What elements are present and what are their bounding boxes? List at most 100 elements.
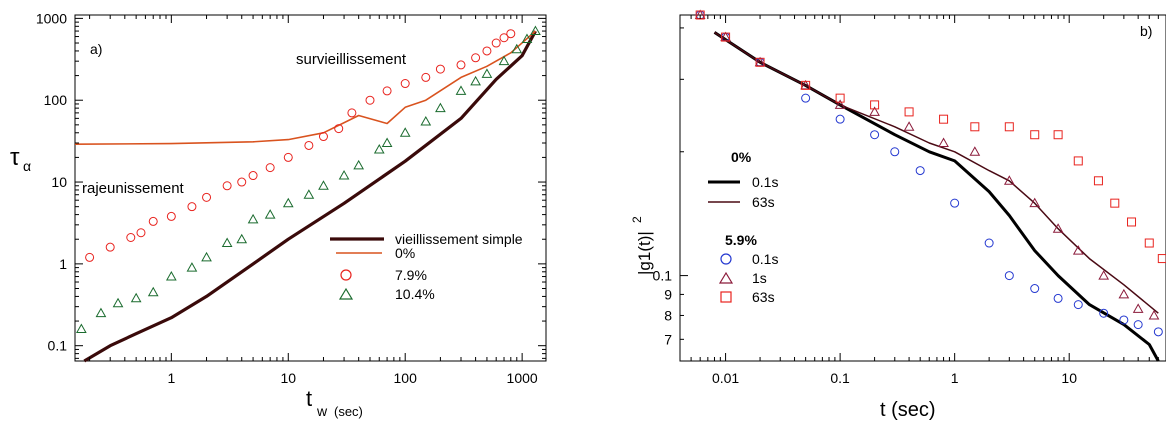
data-point-circle <box>148 216 158 226</box>
data-point-square <box>1030 130 1040 140</box>
legend-label-b-0pct-0-1s: 0.1s <box>752 174 778 190</box>
panel-a: 1 10 100 1000 0.1 1 10 100 1000 a) survieillisse… <box>10 10 547 419</box>
y-tick-label: 100 <box>44 92 68 108</box>
data-point-triangle <box>498 55 510 66</box>
data-point-triangle <box>420 115 432 126</box>
data-point-circle <box>105 242 115 252</box>
data-point-square <box>1110 198 1120 208</box>
legend-a: vieillissement simple 0% 7.9% 10.4% <box>330 231 523 302</box>
y-axis-label-main: τ <box>10 144 20 171</box>
data-point-triangle <box>353 159 365 170</box>
legend-label-b-5-9pct-63s: 63s <box>752 289 775 305</box>
y-tick-label: 9 <box>664 286 672 302</box>
x-tick-label: 1 <box>167 370 175 386</box>
annotation-rajeunissement: rajeunissement <box>82 180 185 197</box>
y-tick-label: 1 <box>59 256 67 272</box>
data-point-circle <box>248 171 258 181</box>
data-point-triangle <box>373 143 385 154</box>
series-layer-a <box>74 25 541 363</box>
y-axis-label-sup-b: 2 <box>630 216 644 223</box>
data-point-circle <box>1119 315 1129 325</box>
data-point-circle <box>915 166 925 176</box>
y-tick-label: 8 <box>664 307 672 323</box>
data-point-circle <box>890 147 900 157</box>
data-point-triangle <box>399 127 411 137</box>
data-point-triangle <box>1072 245 1084 255</box>
data-point-square <box>1093 176 1103 186</box>
legend-marker-b-5-9pct-63s <box>720 291 732 303</box>
data-point-square <box>835 93 845 103</box>
data-point-triangle <box>95 307 107 318</box>
x-tick-label: 100 <box>394 370 418 386</box>
data-point-circle <box>870 130 880 140</box>
data-point-circle <box>85 252 95 262</box>
data-point-triangle <box>247 213 259 224</box>
data-point-triangle <box>1118 288 1130 299</box>
data-point-circle <box>456 60 466 70</box>
legend-label-0pct: 0% <box>395 245 415 261</box>
x-axis-label-b: t (sec) <box>880 399 936 421</box>
data-point-triangle <box>969 146 981 156</box>
data-point-triangle <box>1003 175 1015 185</box>
legend-marker-7-9pct <box>340 269 352 281</box>
legend-label-b-5-9pct-1s: 1s <box>752 270 767 286</box>
x-tick-label: 1 <box>951 370 959 386</box>
data-point-circle <box>482 46 492 56</box>
x-tick-label: 0.1 <box>830 370 850 386</box>
legend-label-b-0pct-63s: 63s <box>752 194 775 210</box>
y-axis-label-a: τ α <box>10 144 31 174</box>
data-point-triangle <box>938 137 949 148</box>
data-point-circle <box>166 211 176 221</box>
data-point-triangle <box>834 99 846 109</box>
data-point-triangle <box>903 121 915 131</box>
data-point-triangle <box>130 292 142 303</box>
data-point-triangle <box>1029 197 1041 208</box>
legend-marker-10-4pct <box>338 287 354 300</box>
data-point-square <box>904 107 914 117</box>
data-point-square <box>1157 254 1166 264</box>
x-tick-label: 0.01 <box>712 370 739 386</box>
legend-label-b-5-9pct-0-1s: 0.1s <box>752 251 778 267</box>
series-line <box>83 30 537 363</box>
data-point-circle <box>347 108 357 118</box>
data-point-triangle <box>455 85 467 95</box>
series-line <box>713 31 1160 362</box>
plot-area-b <box>679 14 1166 362</box>
data-point-square <box>870 100 880 110</box>
y-tick-label: 1000 <box>36 10 67 26</box>
series-line <box>714 31 1159 314</box>
data-point-circle <box>491 38 501 48</box>
data-point-triangle <box>282 197 294 208</box>
data-point-triangle <box>381 137 393 147</box>
data-point-square <box>1053 130 1063 140</box>
data-point-square <box>970 122 980 132</box>
legend-marker-b-5-9pct-1s <box>718 271 734 284</box>
series-b-4 <box>695 10 1166 264</box>
data-point-square <box>1127 217 1137 227</box>
data-point-circle <box>202 192 212 202</box>
data-point-circle <box>471 53 481 63</box>
data-point-triangle <box>221 237 233 247</box>
data-point-triangle <box>1132 303 1144 313</box>
x-axis-label-unit: (sec) <box>334 404 363 419</box>
data-point-circle <box>435 64 445 74</box>
data-point-circle <box>1133 320 1143 330</box>
y-axis-label-b: |g1(t)| 2 <box>630 216 654 275</box>
data-point-circle <box>187 202 197 212</box>
data-point-triangle <box>338 170 350 180</box>
data-point-circle <box>304 140 314 150</box>
data-point-triangle <box>318 180 329 190</box>
series-a-3 <box>76 25 541 333</box>
data-point-triangle <box>1098 270 1110 280</box>
data-point-triangle <box>76 323 87 333</box>
y-tick-label: 7 <box>664 331 672 347</box>
x-tick-label: 10 <box>1061 370 1077 386</box>
data-point-circle <box>835 114 845 124</box>
data-point-circle <box>334 124 344 134</box>
y-tick-label: 0.1 <box>653 268 673 284</box>
panel-label-a: a) <box>90 41 102 57</box>
panel-b: 0.01 0.1 1 10 0.1 9 8 7 b) t (sec) |g1(t)| 2 0%… <box>630 9 1166 421</box>
data-point-circle <box>265 163 275 173</box>
data-point-circle <box>1153 327 1163 337</box>
